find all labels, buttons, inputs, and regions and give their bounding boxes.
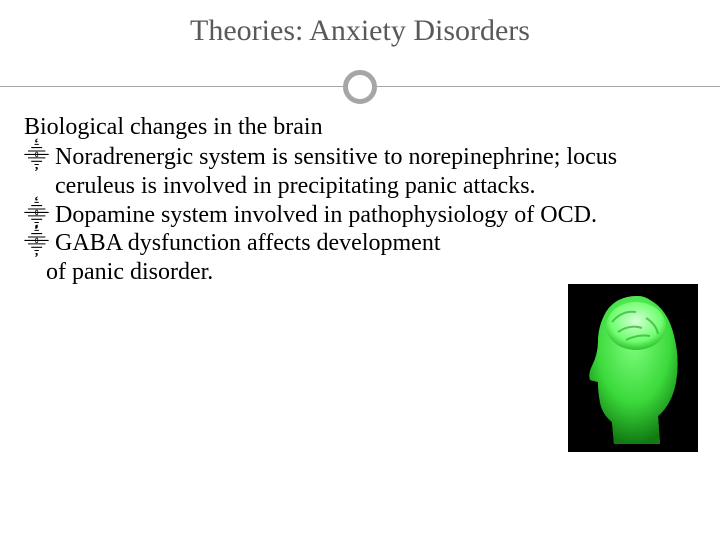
brain-head-image <box>568 284 698 452</box>
bullet-text: Dopamine system involved in pathophysiol… <box>55 201 696 230</box>
title-divider <box>0 66 720 106</box>
subheading: Biological changes in the brain <box>24 114 696 141</box>
page-title: Theories: Anxiety Disorders <box>0 14 720 48</box>
bullet-icon: ⸎ <box>24 229 49 258</box>
bullet-text: Noradrenergic system is sensitive to nor… <box>55 143 696 201</box>
title-container: Theories: Anxiety Disorders <box>0 0 720 48</box>
bullet-icon: ⸎ <box>24 201 49 230</box>
divider-circle-icon <box>343 70 377 104</box>
bullet-item: ⸎ Dopamine system involved in pathophysi… <box>24 201 696 230</box>
continuation-line: of panic disorder. <box>24 258 696 287</box>
bullet-item: ⸎ GABA dysfunction affects development <box>24 229 696 258</box>
bullet-icon: ⸎ <box>24 143 49 172</box>
bullet-item: ⸎ Noradrenergic system is sensitive to n… <box>24 143 696 201</box>
content-area: Biological changes in the brain ⸎ Noradr… <box>0 106 720 287</box>
bullet-text: GABA dysfunction affects development <box>55 229 696 258</box>
